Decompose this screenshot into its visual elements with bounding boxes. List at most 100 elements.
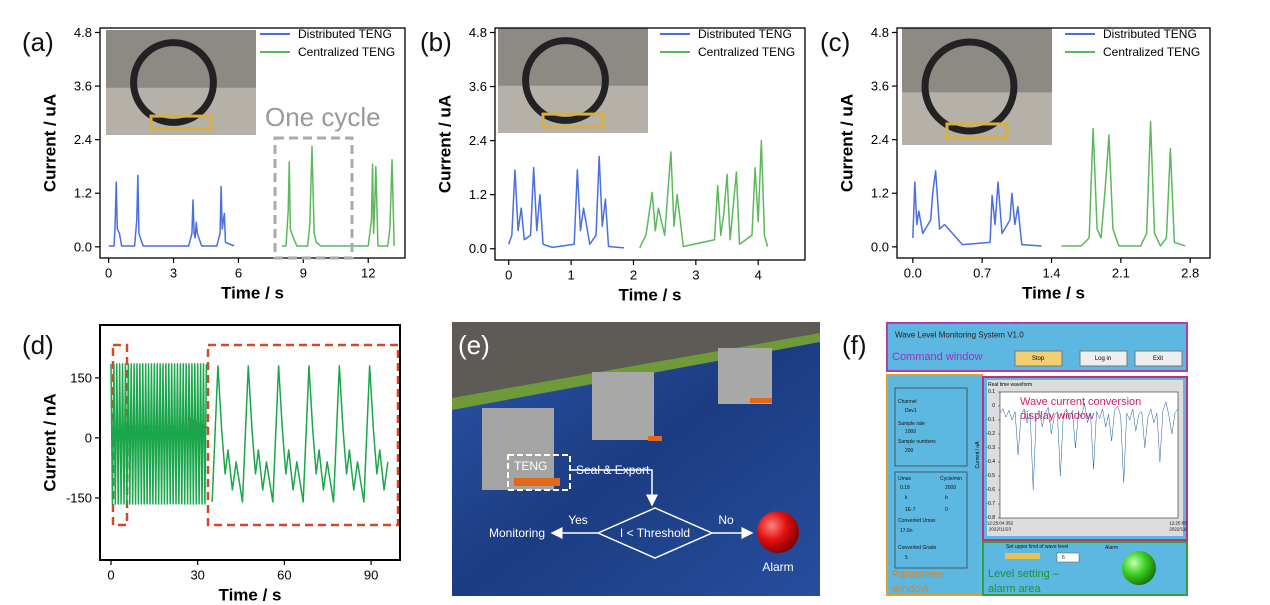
y-tick-label: 2.4	[469, 133, 487, 148]
teng-device	[648, 436, 662, 441]
photo-ground	[498, 85, 648, 133]
node-label: Monitoring	[489, 526, 545, 540]
region-label: Level setting –	[988, 568, 1060, 580]
field-value: 17.6n	[900, 528, 913, 534]
field-value: 6	[1062, 555, 1065, 561]
photo-ground	[106, 87, 256, 135]
plot-frame	[999, 391, 1179, 519]
panel-label: (b)	[420, 27, 452, 57]
y-tick-label: -0.4	[986, 459, 995, 465]
software: (f) Wave Level Monitoring System V1.0 Co…	[842, 322, 1188, 596]
x-tick-label: 30	[190, 568, 204, 583]
y-axis-label: Current / uA	[975, 441, 981, 469]
x-tick-label: 2022/11/23	[989, 527, 1012, 532]
pillar	[482, 408, 554, 490]
field-label: Sample rate	[898, 421, 925, 427]
plot-frame	[99, 27, 406, 259]
y-axis-label: Current / uA	[41, 94, 60, 192]
panel-label: (d)	[22, 330, 54, 360]
alarm-light	[1122, 551, 1156, 585]
series-line	[912, 170, 1042, 247]
parameter-panel	[886, 374, 983, 596]
flow-arrow	[570, 469, 658, 507]
x-tick-label: 12:25:05	[1169, 521, 1187, 526]
y-axis-label: Current / nA	[41, 393, 60, 491]
field-value: 1E-7	[905, 507, 916, 513]
y-tick-label: 150	[70, 370, 92, 385]
teng-device	[514, 478, 560, 486]
region-label: display window	[1020, 410, 1094, 422]
y-tick-label: 0.1	[988, 389, 995, 395]
field-label: Channel	[898, 399, 917, 405]
button[interactable]	[1014, 350, 1063, 367]
annotation: One cycle	[265, 102, 381, 132]
region-label: Wave current conversion	[1020, 396, 1141, 408]
field-value: 2000	[945, 485, 956, 491]
series-line	[108, 174, 235, 247]
x-tick-label: 12:25:04.352	[987, 521, 1014, 526]
legend-label: Centralized TENG	[1103, 45, 1200, 59]
x-tick-label: 2	[630, 268, 637, 283]
scene: TENG Seal & Export I < Threshold Yes No …	[452, 322, 820, 596]
x-tick-label: 12	[361, 266, 375, 281]
panel-label: (c)	[820, 27, 850, 57]
teng-device	[750, 398, 772, 403]
plot-area	[1000, 392, 1178, 518]
legend-label: Distributed TENG	[298, 27, 392, 41]
y-tick-label: -0.8	[986, 515, 995, 521]
photo-wheel	[522, 37, 609, 124]
legend-label: Centralized TENG	[298, 45, 395, 59]
button-label[interactable]: Stop	[1032, 356, 1045, 362]
field-value: 200	[905, 448, 914, 454]
x-tick-label: 3	[170, 266, 177, 281]
input-box[interactable]	[1056, 552, 1080, 563]
y-tick-label: 4.8	[74, 25, 92, 40]
field-value: 1000	[905, 429, 916, 435]
x-tick-label: 1	[567, 268, 574, 283]
x-tick-label: 3	[692, 268, 699, 283]
y-tick-label: -0.2	[986, 431, 995, 437]
plot-frame	[494, 27, 806, 261]
alarm-light	[757, 511, 799, 553]
field-label: Alarm	[1105, 545, 1118, 551]
button[interactable]	[1134, 350, 1183, 367]
y-tick-label: -0.7	[986, 501, 995, 507]
node-label: Alarm	[762, 560, 793, 574]
series-line	[1061, 121, 1186, 247]
button-label[interactable]: Exit	[1153, 356, 1163, 362]
teng-box	[507, 454, 571, 491]
x-tick-label: 2.8	[1181, 266, 1199, 281]
y-tick-label: 0	[992, 403, 995, 409]
y-axis-label: Current / uA	[838, 94, 857, 192]
button-label[interactable]: Log in	[1095, 356, 1111, 362]
edge-label: Yes	[568, 513, 588, 527]
button[interactable]	[1079, 350, 1128, 367]
field-value: 5	[905, 555, 908, 561]
region-label: Parameter	[892, 569, 944, 581]
x-tick-label: 2022/11/	[1169, 527, 1187, 532]
node-label: TENG	[514, 459, 547, 473]
y-tick-label: 4.8	[871, 25, 889, 40]
y-tick-label: 0.0	[74, 239, 92, 254]
pillar	[718, 348, 772, 404]
y-tick-label: -0.6	[986, 487, 995, 493]
series-line	[508, 155, 625, 249]
x-tick-label: 0	[107, 568, 114, 583]
y-tick-label: -150	[66, 490, 92, 505]
group-box	[894, 471, 968, 569]
x-tick-label: 0.7	[973, 266, 991, 281]
y-tick-label: 4.8	[469, 25, 487, 40]
x-tick-label: 0	[105, 266, 112, 281]
slider[interactable]	[1005, 553, 1040, 559]
plot-frame	[896, 27, 1211, 259]
x-tick-label: 60	[277, 568, 291, 583]
y-tick-label: 2.4	[74, 132, 92, 147]
series-line	[110, 363, 389, 505]
edge-label: No	[718, 513, 734, 527]
y-tick-label: 0.0	[469, 241, 487, 256]
y-tick-label: 0	[85, 430, 92, 445]
y-tick-label: 0.0	[871, 239, 889, 254]
field-label: Cycle/min	[940, 476, 962, 482]
x-axis-label: Time / s	[619, 286, 682, 305]
